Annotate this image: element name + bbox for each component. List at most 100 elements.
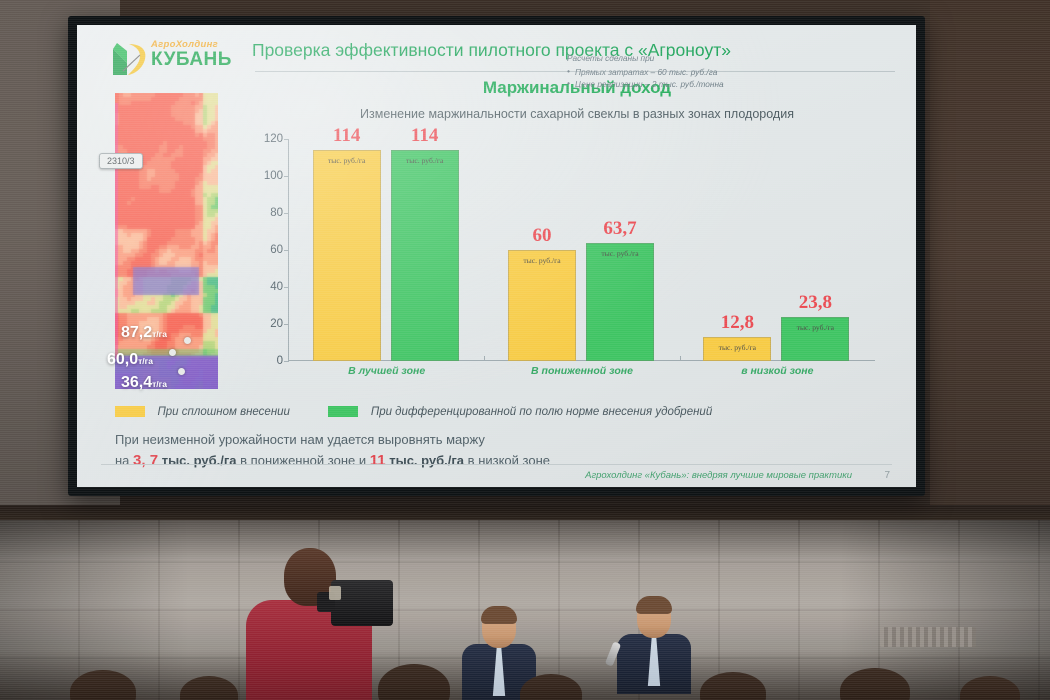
margin-income-chart: тыс. руб./га 114 тыс. руб./га 114 В лучшей з… bbox=[245, 125, 875, 383]
logo-text: АгроХолдинг КУБАНЬ bbox=[151, 39, 232, 70]
chart-category-label: в низкой зоне bbox=[741, 365, 814, 377]
chart-category-separator bbox=[679, 356, 681, 361]
audience-head bbox=[840, 668, 910, 700]
bar-differentiated: тыс. руб./га bbox=[585, 243, 654, 361]
assumptions-box: Расчеты сделаны при Прямых затратах – 60… bbox=[567, 52, 767, 91]
logo-top-text: АгроХолдинг bbox=[151, 39, 219, 50]
conclusion-line-1: При неизменной урожайности нам удается в… bbox=[115, 432, 485, 447]
conclusion-middle: в пониженной зоне и bbox=[240, 453, 367, 468]
chart-category-separator bbox=[484, 356, 486, 361]
legend-item-differentiated: При дифференцированной по полю норме вне… bbox=[328, 403, 712, 421]
audience-head bbox=[960, 676, 1020, 700]
fertility-map-raster bbox=[115, 93, 218, 389]
bar-unit-label: тыс. руб./га bbox=[601, 249, 639, 259]
chart-y-tick-label: 20 bbox=[270, 318, 283, 330]
audience-head bbox=[520, 674, 582, 700]
slide-footer-text: Агрохолдинг «Кубань»: внедряя лучшие мир… bbox=[585, 470, 852, 481]
chart-y-tick-label: 120 bbox=[263, 133, 283, 145]
chart-y-tick-label: 100 bbox=[263, 170, 283, 182]
slide-page-number: 7 bbox=[884, 470, 890, 481]
bar-value-label: 63,7 bbox=[603, 218, 637, 240]
assumption-item: Цене реализации – 2 тыс. руб./тонна bbox=[567, 77, 767, 91]
slide-title: Проверка эффективности пилотного проекта… bbox=[252, 40, 731, 60]
bar-value-label: 114 bbox=[332, 125, 361, 147]
cameraman bbox=[236, 548, 393, 700]
bar-uniform: тыс. руб./га bbox=[507, 250, 576, 361]
chart-x-axis bbox=[288, 360, 875, 361]
conclusion-number-1: 3, 7 bbox=[133, 452, 159, 469]
conclusion-unit-1: тыс. руб./га bbox=[161, 453, 237, 468]
conclusion-suffix: в низкой зоне bbox=[467, 453, 550, 468]
bar-value-label: 23,8 bbox=[798, 291, 832, 313]
chart-y-tick-mark bbox=[284, 213, 289, 214]
speaker-right-hair bbox=[636, 596, 672, 614]
presentation-slide: АгроХолдинг КУБАНЬ Проверка эффективност… bbox=[77, 25, 916, 487]
conclusion-line-2: на 3, 7 тыс. руб./га в пониженной зоне и… bbox=[115, 450, 875, 471]
bar-value-label: 60 bbox=[532, 225, 552, 246]
camera-lcd-screen bbox=[329, 586, 341, 600]
legend-swatch-green bbox=[328, 406, 359, 418]
chart-bar-group: тыс. руб./га 12,8 тыс. руб./га 23,8 в низкой… bbox=[680, 139, 875, 377]
assumption-item: Прямых затратах – 60 тыс. руб./га bbox=[567, 65, 767, 79]
chart-y-tick-mark bbox=[284, 139, 289, 140]
chart-category-label: В пониженной зоне bbox=[531, 365, 633, 377]
bar-unit-label: тыс. руб./га bbox=[718, 343, 756, 353]
conclusion-number-2: 11 bbox=[369, 452, 386, 469]
chart-y-tick-label: 40 bbox=[270, 281, 283, 293]
chart-y-tick-mark bbox=[284, 250, 289, 251]
logo-bottom-text: КУБАНЬ bbox=[151, 49, 232, 70]
chart-y-tick-mark bbox=[284, 361, 289, 362]
assumptions-list: Прямых затратах – 60 тыс. руб./га Цене р… bbox=[567, 65, 767, 91]
legend-item-uniform: При сплошном внесении bbox=[115, 403, 290, 421]
footer-divider bbox=[101, 464, 892, 465]
speaker-right bbox=[604, 596, 693, 694]
map-reading-mid: 60,0т/га bbox=[107, 351, 153, 368]
bar-unit-label: тыс. руб./га bbox=[796, 322, 834, 332]
assumptions-heading: Расчеты сделаны при bbox=[567, 53, 655, 63]
audience-head bbox=[70, 670, 136, 700]
map-reading-low: 36,4т/га bbox=[121, 374, 167, 391]
audience-head bbox=[180, 676, 238, 700]
conclusion-prefix: на bbox=[115, 453, 130, 468]
chart-plot-area: тыс. руб./га 114 тыс. руб./га 114 В лучшей з… bbox=[289, 125, 875, 377]
bar-differentiated: тыс. руб./га bbox=[390, 150, 459, 361]
bar-unit-label: тыс. руб./га bbox=[523, 256, 561, 265]
legend-label-uniform: При сплошном внесении bbox=[157, 405, 290, 418]
chart-legend: При сплошном внесении При дифференцирова… bbox=[115, 403, 895, 421]
speaker-left-shirt bbox=[492, 646, 506, 696]
legend-label-differentiated: При дифференцированной по полю норме вне… bbox=[370, 405, 713, 418]
kuban-logo-mark-icon bbox=[113, 43, 146, 75]
projector-screen: АгроХолдинг КУБАНЬ Проверка эффективност… bbox=[68, 16, 925, 496]
bar-value-label: 114 bbox=[410, 125, 439, 147]
fertility-map bbox=[115, 93, 218, 389]
map-point-low bbox=[178, 368, 185, 375]
bar-unit-label: тыс. руб./га bbox=[327, 156, 366, 166]
chart-y-tick-label: 80 bbox=[270, 207, 283, 219]
audience-head bbox=[700, 672, 766, 700]
chart-y-tick-label: 0 bbox=[276, 355, 283, 367]
audience-head bbox=[378, 664, 450, 700]
speaker-right-shirt bbox=[647, 636, 661, 686]
wall-vent bbox=[880, 627, 976, 647]
slide-subtitle: Изменение маржинальности сахарной свеклы… bbox=[360, 107, 794, 121]
bar-uniform: тыс. руб./га bbox=[703, 337, 772, 361]
conclusion-unit-2: тыс. руб./га bbox=[389, 453, 465, 468]
chart-category-label: В лучшей зоне bbox=[348, 365, 426, 377]
bar-value-label: 12,8 bbox=[720, 312, 754, 334]
bar-differentiated: тыс. руб./га bbox=[781, 316, 850, 361]
chart-bar-group: тыс. руб./га 60 тыс. руб./га 63,7 В пониженн… bbox=[484, 139, 679, 377]
wall-right-panel bbox=[930, 0, 1050, 560]
chart-y-tick-label: 60 bbox=[270, 244, 283, 256]
video-camera bbox=[317, 580, 393, 626]
bar-uniform: тыс. руб./га bbox=[312, 150, 381, 361]
speaker-left-hair bbox=[481, 606, 517, 624]
chart-bar-group: тыс. руб./га 114 тыс. руб./га 114 В лучшей з… bbox=[289, 125, 484, 377]
map-point-mid bbox=[169, 349, 176, 356]
audience-row bbox=[0, 648, 1050, 700]
company-logo: АгроХолдинг КУБАНЬ bbox=[109, 39, 249, 79]
legend-swatch-yellow bbox=[115, 406, 145, 418]
map-reading-high: 87,2т/га bbox=[121, 324, 167, 341]
chart-y-tick-mark bbox=[284, 176, 289, 177]
chart-y-tick-mark bbox=[284, 324, 289, 325]
